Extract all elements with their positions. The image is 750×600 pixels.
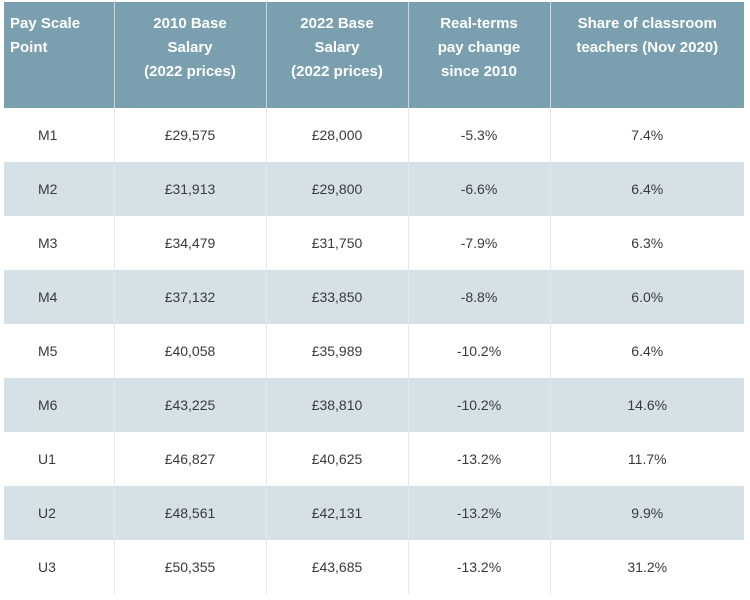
cell-share-of-teachers: 6.3% (631, 235, 664, 251)
cell-pay-scale-point: U2 (4, 486, 115, 540)
cell-2022-salary: £43,685 (266, 540, 409, 594)
header-line: Pay Scale (10, 15, 81, 32)
cell-pay-change: -13.2% (408, 486, 551, 540)
cell-share-of-teachers: 14.6% (550, 378, 744, 432)
cell-pay-scale-point: M6 (4, 378, 115, 432)
header-line: (2022 prices) (291, 63, 383, 80)
cell-2010-salary: £37,132 (114, 270, 267, 324)
pay-scale-table-container: Pay Scale Point 2010 Base Salary (2022 p… (4, 2, 744, 598)
cell-share-of-teachers: 7.4% (631, 127, 664, 143)
header-pay-scale-point: Pay Scale Point (4, 2, 115, 108)
header-line: Salary (314, 39, 360, 56)
cell-pay-change: -10.2% (408, 324, 551, 378)
cell-2022-salary: £38,810 (266, 378, 409, 432)
cell-pay-scale-point: M2 (4, 162, 115, 216)
cell-2010-salary: £46,827 (114, 432, 267, 486)
cell-2010-salary: £29,575 (114, 108, 267, 162)
cell-2010-salary: £34,479 (114, 216, 267, 270)
cell-pay-change: -8.8% (408, 270, 551, 324)
cell-pay-scale-point: M1 (4, 108, 115, 162)
cell-share-of-teachers: 6.4% (550, 162, 744, 216)
cell-pay-change: -6.6% (408, 162, 551, 216)
cell-2010-salary: £48,561 (114, 486, 267, 540)
table-row: M2 £31,913 £29,800 -6.6% 6.4% (4, 162, 744, 216)
cell-share-of-teachers: 6.0% (550, 270, 744, 324)
cell-pay-change: -13.2% (408, 432, 551, 486)
header-line: teachers (Nov 2020) (576, 39, 719, 56)
cell-share-of-teachers: 9.9% (550, 486, 744, 540)
header-share-of-classroom-teachers: Share of classroom teachers (Nov 2020) (550, 2, 744, 108)
cell-pay-scale-point: M5 (4, 324, 115, 378)
cell-2010-salary: £40,058 (114, 324, 267, 378)
cell-pay-scale-point: U1 (4, 432, 115, 486)
table-body: M1 £29,575 £28,000 -5.3% 7.4% M2 £31,913… (4, 108, 744, 594)
cell-2022-salary: £29,800 (266, 162, 409, 216)
header-line: Real-terms (440, 15, 518, 32)
cell-2010-salary: £50,355 (114, 540, 267, 594)
cell-pay-change: -5.3% (408, 108, 551, 162)
header-2010-base-salary: 2010 Base Salary (2022 prices) (114, 2, 267, 108)
header-line: Share of classroom (577, 15, 717, 32)
header-line: (2022 prices) (144, 63, 236, 80)
table-row: M1 £29,575 £28,000 -5.3% 7.4% (4, 108, 744, 162)
cell-2022-salary: £42,131 (266, 486, 409, 540)
cell-2022-salary: £35,989 (266, 324, 409, 378)
cell-share-of-teachers: 11.7% (627, 451, 667, 467)
pay-scale-table: Pay Scale Point 2010 Base Salary (2022 p… (4, 2, 744, 594)
header-line: Salary (167, 39, 213, 56)
cell-pay-change: -7.9% (408, 216, 551, 270)
cell-pay-scale-point: M4 (4, 270, 115, 324)
table-row: M3 £34,479 £31,750 -7.9% 6.3% (4, 216, 744, 270)
table-row: U2 £48,561 £42,131 -13.2% 9.9% (4, 486, 744, 540)
cell-2022-salary: £31,750 (266, 216, 409, 270)
cell-2022-salary: £28,000 (266, 108, 409, 162)
cell-pay-change: -10.2% (408, 378, 551, 432)
table-row: U3 £50,355 £43,685 -13.2% 31.2% (4, 540, 744, 594)
cell-2010-salary: £31,913 (114, 162, 267, 216)
cell-2022-salary: £40,625 (266, 432, 409, 486)
table-row: U1 £46,827 £40,625 -13.2% 11.7% (4, 432, 744, 486)
header-line: pay change (437, 39, 521, 56)
header-line: 2022 Base (300, 15, 374, 32)
header-real-terms-pay-change: Real-terms pay change since 2010 (408, 2, 551, 108)
cell-2010-salary: £43,225 (114, 378, 267, 432)
header-2022-base-salary: 2022 Base Salary (2022 prices) (266, 2, 409, 108)
cell-share-of-teachers: 6.4% (631, 343, 664, 359)
table-row: M6 £43,225 £38,810 -10.2% 14.6% (4, 378, 744, 432)
table-row: M4 £37,132 £33,850 -8.8% 6.0% (4, 270, 744, 324)
table-header: Pay Scale Point 2010 Base Salary (2022 p… (4, 2, 744, 108)
cell-pay-scale-point: U3 (4, 540, 115, 594)
cell-pay-change: -13.2% (408, 540, 551, 594)
header-line: since 2010 (441, 63, 517, 80)
table-row: M5 £40,058 £35,989 -10.2% 6.4% (4, 324, 744, 378)
header-line: Point (10, 39, 48, 56)
header-row: Pay Scale Point 2010 Base Salary (2022 p… (4, 2, 744, 108)
cell-share-of-teachers: 31.2% (627, 559, 668, 575)
header-line: 2010 Base (153, 15, 227, 32)
cell-pay-scale-point: M3 (4, 216, 115, 270)
cell-2022-salary: £33,850 (266, 270, 409, 324)
